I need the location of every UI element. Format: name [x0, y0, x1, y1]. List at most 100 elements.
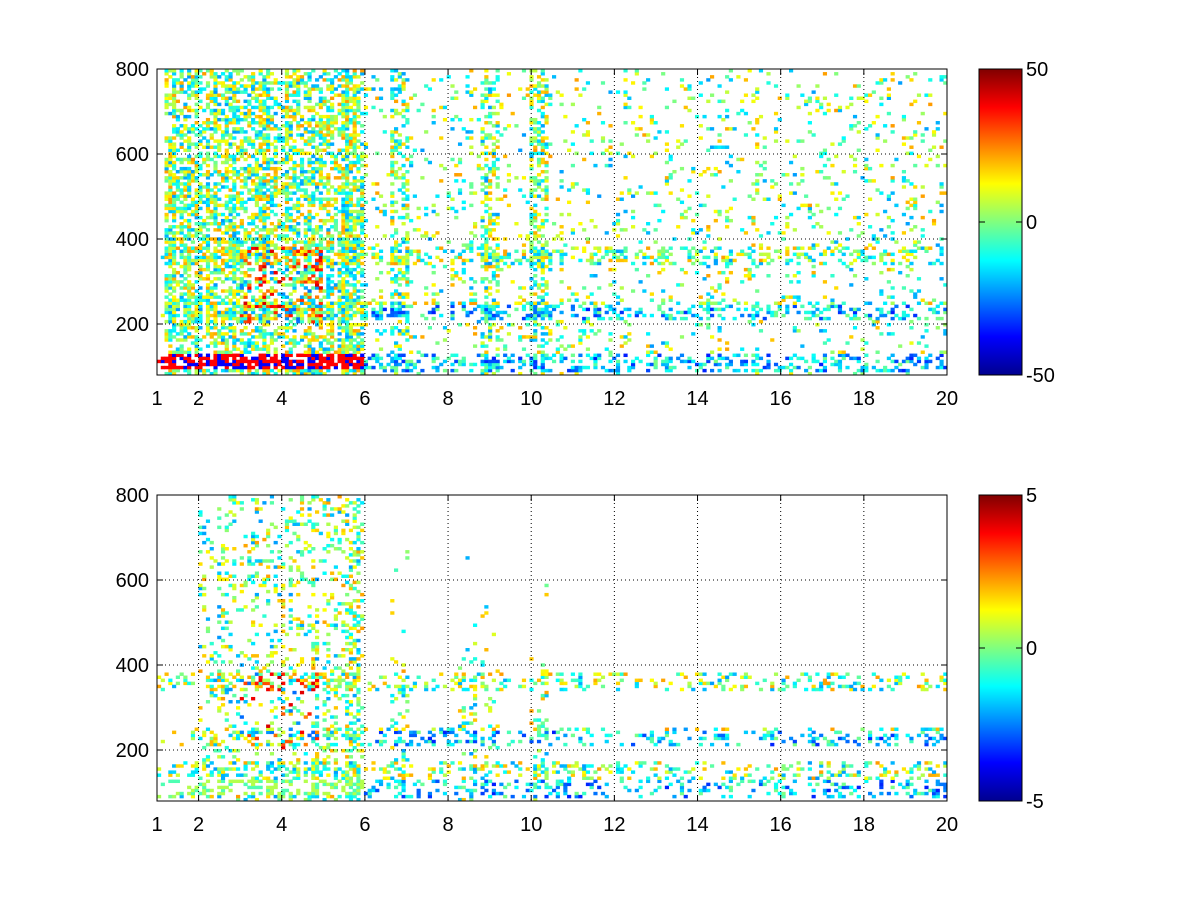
heatmap-cell [213, 160, 218, 165]
heatmap-cell [405, 264, 410, 269]
heatmap-cell [224, 289, 229, 293]
heatmap-cell [288, 182, 293, 186]
heatmap-cell [536, 151, 542, 156]
heatmap-cell [311, 176, 316, 180]
heatmap-cell [322, 338, 327, 342]
heatmap-cell [495, 99, 500, 104]
heatmap-cell [578, 353, 583, 358]
heatmap-cell [544, 179, 549, 183]
heatmap-cell [303, 243, 308, 247]
heatmap-cell [518, 365, 523, 370]
heatmap-cell [574, 313, 579, 318]
heatmap-cell [251, 344, 256, 348]
heatmap-cell [205, 124, 211, 128]
heatmap-cell [318, 371, 323, 376]
heatmap-cell [499, 310, 504, 315]
heatmap-cell [198, 365, 203, 370]
heatmap-cell [484, 179, 489, 183]
heatmap-cell [345, 252, 350, 257]
heatmap-cell [213, 72, 218, 76]
heatmap-cell [333, 163, 338, 168]
heatmap-cell [446, 240, 451, 244]
heatmap-cell [239, 295, 244, 299]
heatmap-cell [405, 292, 410, 296]
heatmap-cell [548, 356, 553, 361]
heatmap-cell [574, 368, 579, 373]
heatmap-cell [589, 252, 594, 257]
heatmap-cell [706, 264, 711, 269]
heatmap-cell [209, 237, 214, 241]
heatmap-cell [168, 148, 173, 153]
heatmap-cell [213, 194, 218, 198]
heatmap-cell [209, 194, 214, 198]
heatmap-cell [172, 277, 177, 281]
heatmap-cell [529, 75, 534, 79]
heatmap-cell [341, 130, 346, 134]
heatmap-cell [213, 252, 218, 257]
heatmap-cell [315, 249, 320, 253]
heatmap-cell [439, 313, 444, 318]
heatmap-cell [356, 243, 361, 247]
heatmap-cell [187, 350, 192, 354]
heatmap-cell [619, 197, 624, 201]
heatmap-cell [266, 280, 271, 284]
heatmap-cell [431, 310, 436, 315]
heatmap-cell [326, 301, 331, 306]
heatmap-cell [529, 301, 534, 306]
heatmap-cell [262, 139, 267, 143]
heatmap-cell [318, 353, 323, 358]
heatmap-cell [251, 347, 256, 351]
heatmap-cell [168, 151, 173, 156]
heatmap-cell [281, 191, 286, 195]
heatmap-cell [484, 121, 489, 125]
heatmap-cell [506, 93, 512, 97]
heatmap-cell [266, 313, 271, 318]
heatmap-cell [277, 136, 282, 140]
heatmap-cell [288, 127, 293, 131]
heatmap-cell [258, 130, 263, 134]
heatmap-cell [194, 319, 199, 324]
heatmap-cell [220, 237, 226, 241]
heatmap-cell [179, 365, 184, 370]
heatmap-cell [254, 194, 259, 198]
heatmap-cell [356, 347, 361, 351]
heatmap-cell [401, 99, 406, 104]
heatmap-cell [427, 261, 433, 266]
heatmap-cell [698, 203, 703, 208]
heatmap-cell [236, 69, 241, 73]
heatmap-cell [533, 127, 538, 131]
heatmap-cell [394, 274, 399, 278]
heatmap-cell [288, 215, 293, 220]
heatmap-cell [480, 200, 485, 205]
heatmap-cell [247, 338, 252, 342]
heatmap-cell [157, 359, 162, 364]
heatmap-cell [525, 234, 530, 238]
heatmap-cell [307, 108, 312, 113]
heatmap-cell [269, 301, 275, 306]
heatmap-cell [273, 148, 278, 153]
heatmap-cell [284, 142, 290, 146]
heatmap-cell [228, 188, 233, 192]
heatmap-cell [266, 136, 271, 140]
heatmap-cell [239, 151, 244, 156]
heatmap-cell [220, 154, 226, 159]
heatmap-cell [288, 225, 293, 229]
heatmap-cell [649, 298, 654, 302]
heatmap-cell [412, 365, 417, 370]
heatmap-cell [288, 108, 293, 113]
heatmap-cell [307, 362, 312, 367]
heatmap-cell [284, 301, 290, 306]
heatmap-cell [371, 197, 376, 201]
heatmap-cell [691, 359, 696, 364]
heatmap-cell [416, 228, 421, 232]
heatmap-cell [360, 206, 365, 211]
heatmap-cell [296, 307, 301, 312]
heatmap-cell [266, 249, 271, 253]
heatmap-cell [243, 117, 248, 122]
heatmap-cell [307, 96, 312, 100]
heatmap-cell [382, 301, 387, 306]
heatmap-cell [352, 255, 357, 260]
heatmap-cell [473, 344, 478, 348]
heatmap-cell [303, 215, 308, 220]
heatmap-cell [258, 72, 263, 76]
